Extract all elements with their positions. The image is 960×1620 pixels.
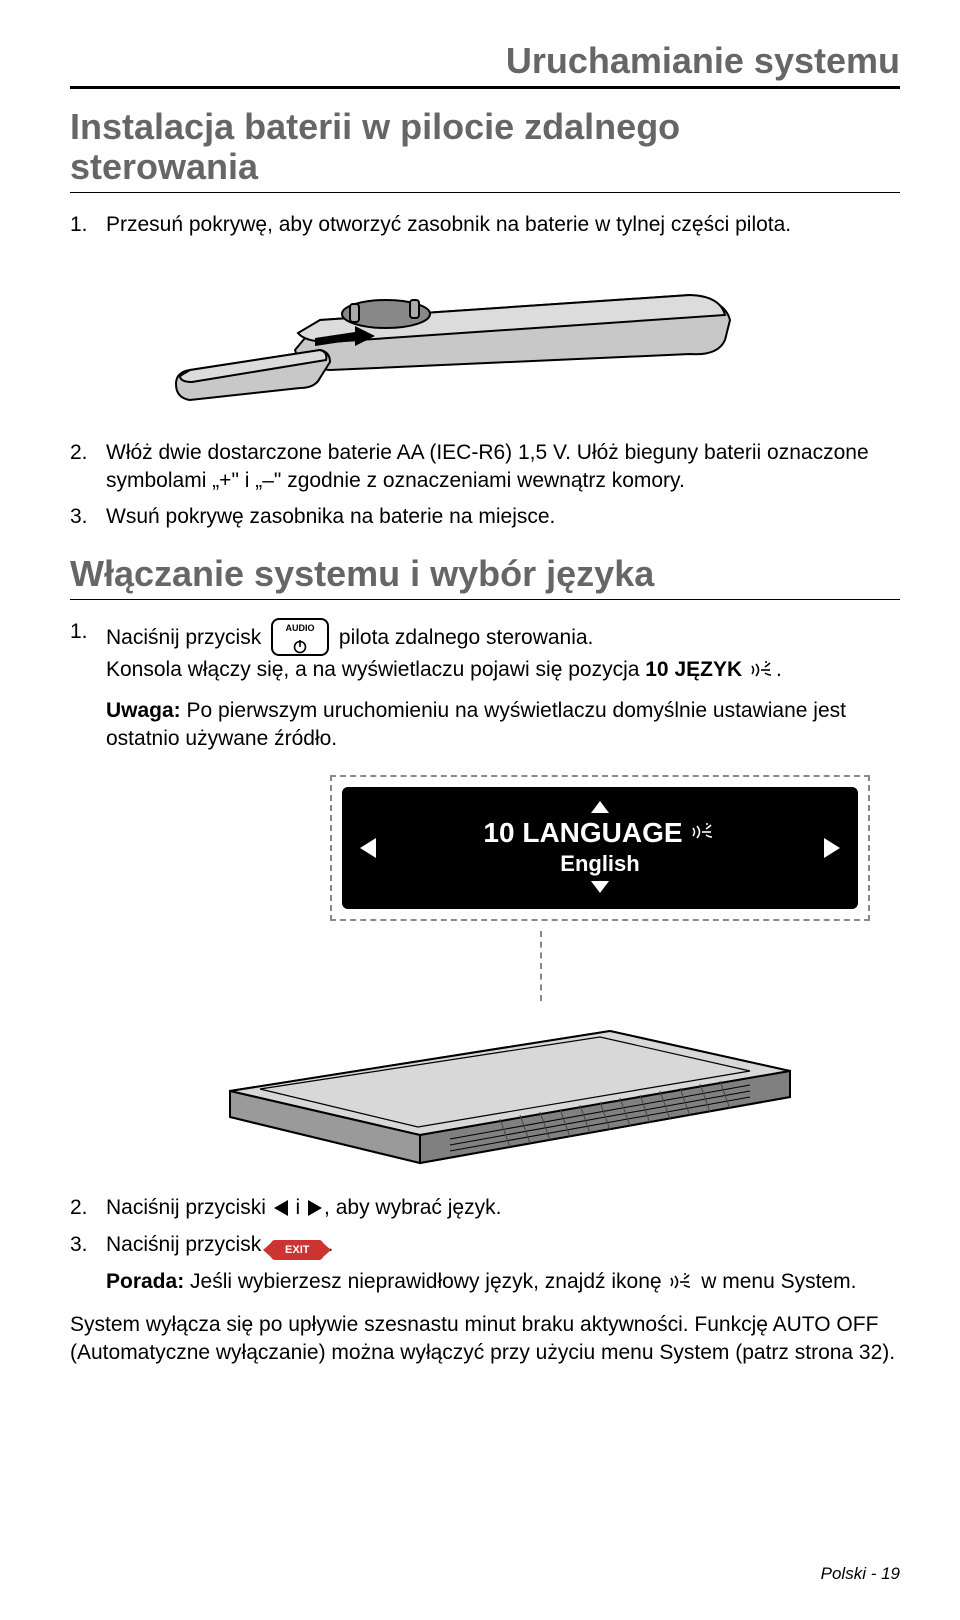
step2-b: i bbox=[290, 1196, 306, 1219]
step3-a: Naciśnij przycisk bbox=[106, 1233, 267, 1256]
header-rule bbox=[70, 86, 900, 89]
step-number: 2. bbox=[70, 1194, 88, 1222]
left-arrow-icon bbox=[360, 838, 376, 858]
tip-label: Porada: bbox=[106, 1270, 184, 1293]
up-arrow-icon bbox=[591, 801, 609, 813]
tip-b: w menu System. bbox=[695, 1270, 856, 1293]
s1-step3: 3. Wsuń pokrywę zasobnika na baterie na … bbox=[70, 503, 900, 531]
step-number: 1. bbox=[70, 211, 88, 239]
step-number: 3. bbox=[70, 503, 88, 531]
section2-steps: 1. Naciśnij przycisk AUDIO pilota zdalne… bbox=[70, 618, 900, 753]
audio-label: AUDIO bbox=[273, 622, 327, 634]
display-line1-text: 10 LANGUAGE bbox=[483, 817, 682, 849]
left-arrow-icon bbox=[274, 1200, 288, 1216]
s2-step3: 3. Naciśnij przycisk EXIT. Porada: Jeśli… bbox=[70, 1231, 900, 1301]
step2-c: , aby wybrać język. bbox=[324, 1196, 501, 1219]
step-text: Wsuń pokrywę zasobnika na baterie na mie… bbox=[106, 505, 555, 528]
remote-battery-figure bbox=[170, 260, 900, 415]
exit-button-icon: EXIT bbox=[271, 1240, 323, 1261]
audio-power-button-icon: AUDIO bbox=[271, 618, 329, 656]
auto-off-paragraph: System wyłącza się po upływie szesnastu … bbox=[70, 1311, 900, 1368]
note-label: Uwaga: bbox=[106, 699, 181, 722]
step-text: Przesuń pokrywę, aby otworzyć zasobnik n… bbox=[106, 213, 791, 236]
wave-icon bbox=[669, 1272, 693, 1300]
right-arrow-icon bbox=[824, 838, 840, 858]
step-text: Włóż dwie dostarczone baterie AA (IEC-R6… bbox=[106, 441, 869, 492]
step-number: 2. bbox=[70, 439, 88, 467]
note: Uwaga: Po pierwszym uruchomieniu na wyśw… bbox=[106, 697, 900, 754]
down-arrow-icon bbox=[591, 881, 609, 893]
section1-steps-cont: 2. Włóż dwie dostarczone baterie AA (IEC… bbox=[70, 439, 900, 532]
heading-line2: sterowania bbox=[70, 146, 258, 187]
console-display-callout: 10 LANGUAGE English bbox=[330, 775, 870, 921]
step-text-b: pilota zdalnego sterowania. bbox=[339, 626, 594, 649]
tip-a: Jeśli wybierzesz nieprawidłowy język, zn… bbox=[184, 1270, 667, 1293]
page-header: Uruchamianie systemu bbox=[70, 40, 900, 82]
section1-steps: 1. Przesuń pokrywę, aby otworzyć zasobni… bbox=[70, 211, 900, 239]
s2-step1: 1. Naciśnij przycisk AUDIO pilota zdalne… bbox=[70, 618, 900, 753]
display-line1: 10 LANGUAGE bbox=[483, 817, 716, 849]
section2-rule bbox=[70, 599, 900, 600]
section2-steps-cont: 2. Naciśnij przyciski i , aby wybrać jęz… bbox=[70, 1194, 900, 1301]
step1-line2-c: . bbox=[776, 658, 782, 681]
step-number: 1. bbox=[70, 618, 88, 646]
section1-heading: Instalacja baterii w pilocie zdalnego st… bbox=[70, 107, 900, 186]
step-number: 3. bbox=[70, 1231, 88, 1259]
tip-row: Porada: Jeśli wybierzesz nieprawidłowy j… bbox=[106, 1268, 900, 1300]
section2-heading: Włączanie systemu i wybór języka bbox=[70, 554, 900, 594]
console-figure bbox=[190, 1001, 900, 1176]
right-arrow-icon bbox=[308, 1200, 322, 1216]
step1-line2-a: Konsola włączy się, a na wyświetlaczu po… bbox=[106, 658, 645, 681]
step1-line2-b: 10 JĘZYK bbox=[645, 658, 742, 681]
console-display: 10 LANGUAGE English bbox=[342, 787, 858, 909]
step-text-a: Naciśnij przycisk bbox=[106, 626, 261, 649]
step2-a: Naciśnij przyciski bbox=[106, 1196, 272, 1219]
heading-line1: Instalacja baterii w pilocie zdalnego bbox=[70, 106, 680, 147]
section1-rule bbox=[70, 192, 900, 193]
display-line2: English bbox=[560, 851, 639, 877]
note-text: Po pierwszym uruchomieniu na wyświetlacz… bbox=[106, 699, 846, 750]
page-footer: Polski - 19 bbox=[821, 1564, 900, 1584]
s1-step2: 2. Włóż dwie dostarczone baterie AA (IEC… bbox=[70, 439, 900, 496]
s2-step2: 2. Naciśnij przyciski i , aby wybrać jęz… bbox=[70, 1194, 900, 1222]
wave-icon bbox=[750, 660, 774, 688]
callout-leader bbox=[540, 931, 542, 1001]
s1-step1: 1. Przesuń pokrywę, aby otworzyć zasobni… bbox=[70, 211, 900, 239]
